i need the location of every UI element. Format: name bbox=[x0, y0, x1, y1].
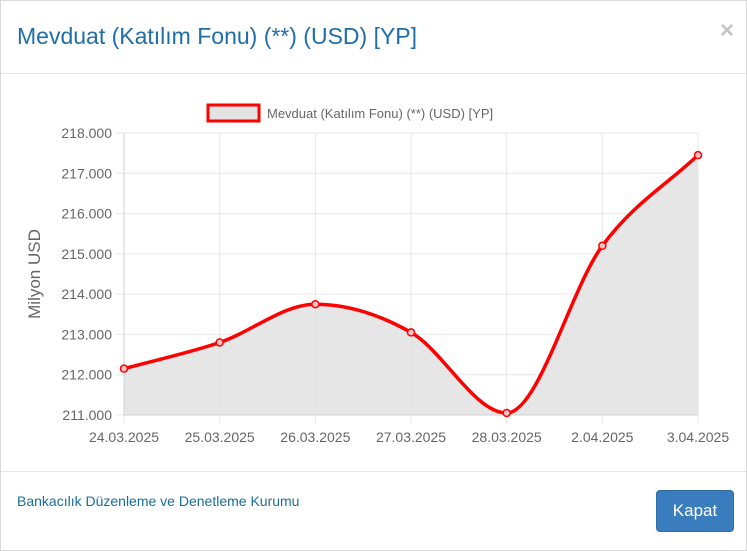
x-tick-label: 28.03.2025 bbox=[472, 429, 542, 445]
x-tick-label: 24.03.2025 bbox=[89, 429, 159, 445]
series-area bbox=[124, 155, 698, 415]
y-tick-label: 215.000 bbox=[61, 246, 112, 262]
data-point[interactable] bbox=[215, 338, 224, 347]
y-tick-label: 216.000 bbox=[61, 206, 112, 222]
y-tick-label: 214.000 bbox=[61, 286, 112, 302]
data-point[interactable] bbox=[598, 241, 607, 251]
bddk-link[interactable]: Bankacılık Düzenleme ve Denetleme Kurumu bbox=[17, 493, 300, 509]
legend-swatch[interactable] bbox=[206, 103, 261, 123]
x-tick-label: 26.03.2025 bbox=[280, 429, 350, 445]
data-point[interactable] bbox=[502, 408, 511, 418]
y-tick-label: 212.000 bbox=[61, 367, 112, 383]
line-chart: Mevduat (Katılım Fonu) (**) (USD) [YP] 2… bbox=[25, 103, 729, 445]
data-point[interactable] bbox=[406, 328, 416, 337]
x-tick-label: 25.03.2025 bbox=[185, 429, 255, 445]
y-tick-label: 218.000 bbox=[61, 125, 112, 141]
modal-header: Mevduat (Katılım Fonu) (**) (USD) [YP] × bbox=[1, 1, 746, 74]
close-icon[interactable]: × bbox=[719, 17, 734, 44]
y-tick-label: 211.000 bbox=[62, 407, 112, 423]
y-axis-label: Milyon USD bbox=[25, 229, 44, 319]
data-point[interactable] bbox=[693, 150, 703, 160]
y-tick-label: 217.000 bbox=[61, 165, 112, 181]
y-tick-label: 213.000 bbox=[61, 326, 112, 342]
x-tick-label: 2.04.2025 bbox=[571, 429, 633, 445]
legend-label: Mevduat (Katılım Fonu) (**) (USD) [YP] bbox=[267, 106, 493, 121]
modal-title: Mevduat (Katılım Fonu) (**) (USD) [YP] bbox=[17, 23, 418, 49]
x-tick-label: 27.03.2025 bbox=[376, 429, 446, 445]
data-point[interactable] bbox=[311, 299, 320, 309]
close-button[interactable]: Kapat bbox=[656, 490, 734, 532]
chart-area: Mevduat (Katılım Fonu) (**) (USD) [YP] 2… bbox=[1, 74, 746, 474]
data-point[interactable] bbox=[119, 364, 129, 373]
x-tick-label: 3.04.2025 bbox=[667, 429, 729, 445]
modal-footer: Bankacılık Düzenleme ve Denetleme Kurumu… bbox=[1, 471, 746, 551]
